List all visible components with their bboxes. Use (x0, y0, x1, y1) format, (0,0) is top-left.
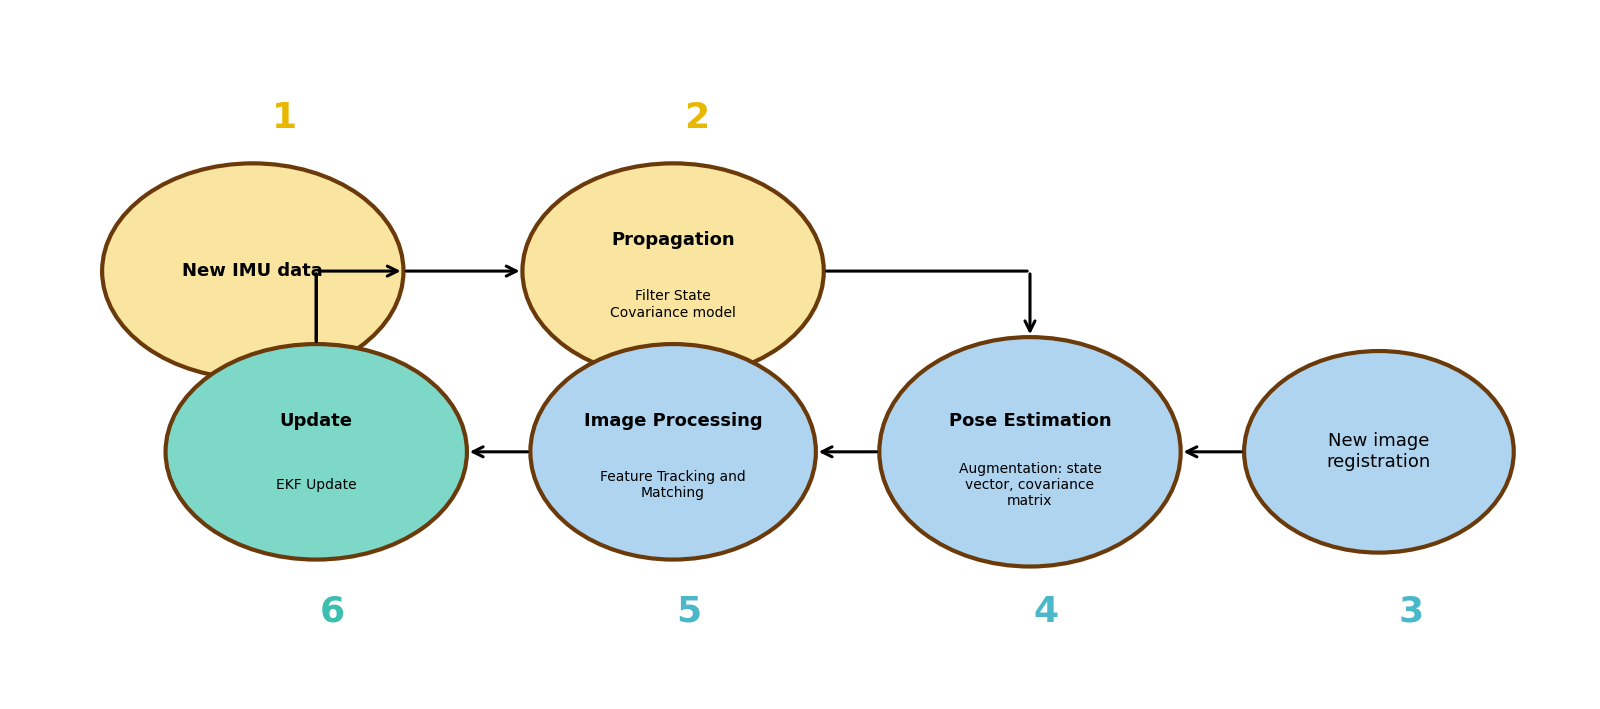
Text: Pose Estimation: Pose Estimation (949, 411, 1112, 430)
Text: Feature Tracking and
Matching: Feature Tracking and Matching (600, 470, 746, 501)
Ellipse shape (102, 163, 403, 379)
Text: New IMU data: New IMU data (182, 262, 323, 280)
Text: Image Processing: Image Processing (584, 411, 763, 430)
Text: EKF Update: EKF Update (275, 478, 357, 492)
Text: 5: 5 (677, 595, 701, 629)
Text: 6: 6 (320, 595, 344, 629)
Text: 3: 3 (1398, 595, 1424, 629)
Text: Filter State
Covariance model: Filter State Covariance model (610, 289, 736, 320)
Ellipse shape (165, 344, 467, 559)
Ellipse shape (523, 163, 824, 379)
Text: 4: 4 (1034, 595, 1059, 629)
Text: Propagation: Propagation (611, 231, 734, 249)
Text: Augmentation: state
vector, covariance
matrix: Augmentation: state vector, covariance m… (958, 462, 1101, 508)
Text: Update: Update (280, 411, 352, 430)
Ellipse shape (880, 337, 1181, 566)
Ellipse shape (1245, 351, 1514, 552)
Text: 2: 2 (685, 101, 709, 135)
Ellipse shape (530, 344, 816, 559)
Text: New image
registration: New image registration (1326, 432, 1430, 471)
Text: 1: 1 (272, 101, 298, 135)
